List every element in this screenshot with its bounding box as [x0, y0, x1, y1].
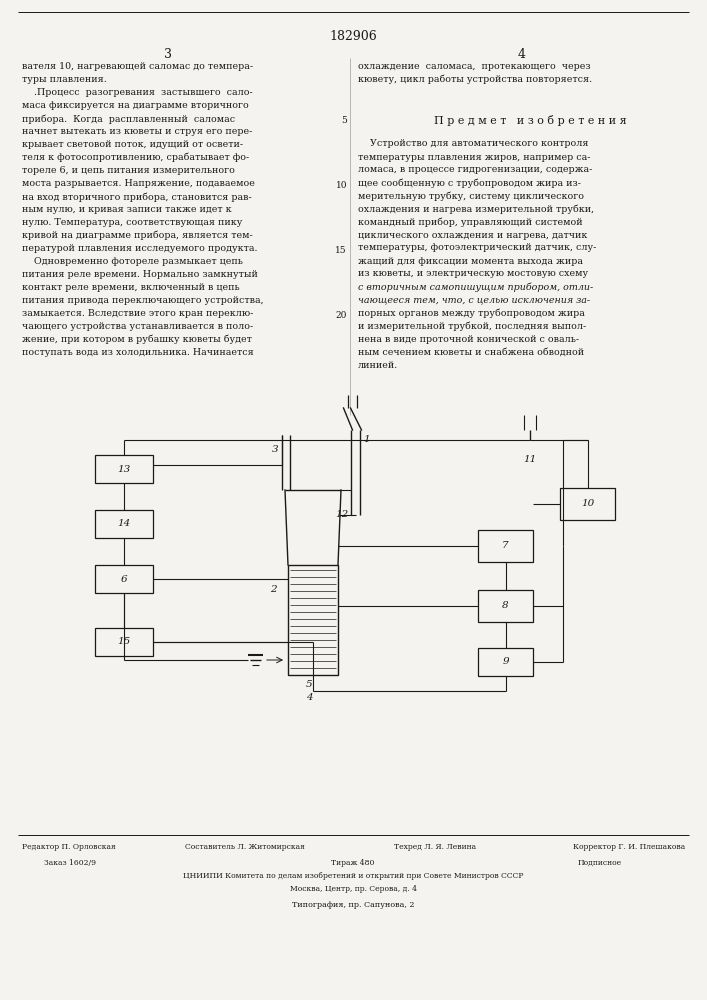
Text: 2: 2 [270, 585, 277, 594]
Text: Редактор П. Орловская: Редактор П. Орловская [22, 843, 116, 851]
Text: 15: 15 [117, 638, 131, 647]
Bar [95, 628, 153, 656]
Text: 8: 8 [502, 601, 509, 610]
Bar [95, 565, 153, 593]
Text: 1: 1 [363, 435, 370, 444]
Text: жащий для фиксации момента выхода жира: жащий для фиксации момента выхода жира [358, 256, 583, 265]
Bar [478, 648, 533, 676]
Text: температуры плавления жиров, например са-: температуры плавления жиров, например са… [358, 152, 590, 161]
Text: чающееся тем, что, с целью исключения за-: чающееся тем, что, с целью исключения за… [358, 296, 590, 304]
Text: щее сообщенную с трубопроводом жира из-: щее сообщенную с трубопроводом жира из- [358, 178, 581, 188]
Text: ным нулю, и кривая записи также идет к: ным нулю, и кривая записи также идет к [22, 205, 232, 214]
Text: Составитель Л. Житомирская: Составитель Л. Житомирская [185, 843, 305, 851]
Text: 6: 6 [121, 574, 127, 584]
Text: вателя 10, нагревающей саломас до темпера-: вателя 10, нагревающей саломас до темпер… [22, 62, 253, 71]
Text: моста разрывается. Напряжение, подаваемое: моста разрывается. Напряжение, подаваемо… [22, 179, 255, 188]
Text: Корректор Г. И. Плешакова: Корректор Г. И. Плешакова [573, 843, 685, 851]
Text: прибора.  Когда  расплавленный  саломас: прибора. Когда расплавленный саломас [22, 114, 235, 123]
Text: туры плавления.: туры плавления. [22, 75, 107, 84]
Text: контакт реле времени, включенный в цепь: контакт реле времени, включенный в цепь [22, 283, 240, 292]
Text: Заказ 1602/9: Заказ 1602/9 [44, 859, 96, 867]
Text: кривой на диаграмме прибора, является тем-: кривой на диаграмме прибора, является те… [22, 231, 252, 240]
Text: 182906: 182906 [329, 30, 377, 43]
Text: Типография, пр. Сапунова, 2: Типография, пр. Сапунова, 2 [292, 901, 414, 909]
Text: тореле 6, и цепь питания измерительного: тореле 6, и цепь питания измерительного [22, 166, 235, 175]
Bar [95, 455, 153, 483]
Text: Устройство для автоматического контроля: Устройство для автоматического контроля [358, 139, 588, 148]
Text: жение, при котором в рубашку кюветы будет: жение, при котором в рубашку кюветы буде… [22, 335, 252, 344]
Text: 11: 11 [523, 455, 537, 464]
Text: 12: 12 [336, 510, 349, 519]
Bar [478, 530, 533, 562]
Text: охлаждения и нагрева измерительной трубки,: охлаждения и нагрева измерительной трубк… [358, 205, 594, 214]
Bar [95, 510, 153, 538]
Text: 4: 4 [305, 693, 312, 702]
Text: чающего устройства устанавливается в поло-: чающего устройства устанавливается в пол… [22, 322, 253, 331]
Text: .Процесс  разогревания  застывшего  сало-: .Процесс разогревания застывшего сало- [22, 88, 252, 97]
Bar [288, 565, 338, 675]
Text: из кюветы, и электрическую мостовую схему: из кюветы, и электрическую мостовую схем… [358, 269, 588, 278]
Text: ломаса, в процессе гидрогенизации, содержа-: ломаса, в процессе гидрогенизации, содер… [358, 165, 592, 174]
Text: Подписное: Подписное [578, 859, 622, 867]
Text: циклического охлаждения и нагрева, датчик: циклического охлаждения и нагрева, датчи… [358, 231, 588, 239]
Text: мерительную трубку, систему циклического: мерительную трубку, систему циклического [358, 192, 584, 201]
Text: порных органов между трубопроводом жира: порных органов между трубопроводом жира [358, 308, 585, 318]
Text: 14: 14 [117, 520, 131, 528]
Text: 5: 5 [341, 116, 347, 125]
Text: Тираж 480: Тираж 480 [332, 859, 375, 867]
Text: пературой плавления исследуемого продукта.: пературой плавления исследуемого продукт… [22, 244, 257, 253]
Text: замыкается. Вследствие этого кран переклю-: замыкается. Вследствие этого кран перекл… [22, 309, 253, 318]
Text: ным сечением кюветы и снабжена обводной: ным сечением кюветы и снабжена обводной [358, 348, 584, 357]
Text: 7: 7 [502, 542, 509, 550]
Text: поступать вода из холодильника. Начинается: поступать вода из холодильника. Начинает… [22, 348, 254, 357]
Text: Одновременно фотореле размыкает цепь: Одновременно фотореле размыкает цепь [22, 257, 243, 266]
Text: питания привода переключающего устройства,: питания привода переключающего устройств… [22, 296, 264, 305]
Text: с вторичным самопишущим прибором, отли-: с вторичным самопишущим прибором, отли- [358, 282, 593, 292]
Text: начнет вытекать из кюветы и струя его пере-: начнет вытекать из кюветы и струя его пе… [22, 127, 252, 136]
Text: командный прибор, управляющий системой: командный прибор, управляющий системой [358, 218, 583, 227]
Text: 3: 3 [271, 445, 278, 454]
Text: нулю. Температура, соответствующая пику: нулю. Температура, соответствующая пику [22, 218, 243, 227]
Text: линией.: линией. [358, 360, 398, 369]
Text: температуры, фотоэлектрический датчик, слу-: температуры, фотоэлектрический датчик, с… [358, 243, 597, 252]
Text: теля к фотосопротивлению, срабатывает фо-: теля к фотосопротивлению, срабатывает фо… [22, 153, 250, 162]
Text: 4: 4 [518, 48, 526, 61]
Text: и измерительной трубкой, последняя выпол-: и измерительной трубкой, последняя выпол… [358, 322, 586, 331]
Text: 13: 13 [117, 464, 131, 474]
Bar [478, 590, 533, 622]
Text: крывает световой поток, идущий от освети-: крывает световой поток, идущий от освети… [22, 140, 243, 149]
Text: охлаждение  саломаса,  протекающего  через: охлаждение саломаса, протекающего через [358, 62, 590, 71]
Text: 5: 5 [305, 680, 312, 689]
Text: маса фиксируется на диаграмме вторичного: маса фиксируется на диаграмме вторичного [22, 101, 249, 110]
Text: Москва, Центр, пр. Серова, д. 4: Москва, Центр, пр. Серова, д. 4 [289, 885, 416, 893]
Text: 10: 10 [581, 499, 594, 508]
Text: ЦНИИПИ Комитета по делам изобретений и открытий при Совете Министров СССР: ЦНИИПИ Комитета по делам изобретений и о… [182, 872, 523, 880]
Text: 10: 10 [336, 181, 347, 190]
Text: 15: 15 [335, 246, 347, 255]
Text: кювету, цикл работы устройства повторяется.: кювету, цикл работы устройства повторяет… [358, 75, 592, 85]
Text: на вход вторичного прибора, становится рав-: на вход вторичного прибора, становится р… [22, 192, 252, 202]
Text: Техред Л. Я. Левина: Техред Л. Я. Левина [394, 843, 476, 851]
Text: 3: 3 [164, 48, 172, 61]
Text: нена в виде проточной конической с оваль-: нена в виде проточной конической с оваль… [358, 334, 579, 344]
Text: 20: 20 [336, 311, 347, 320]
Text: П р е д м е т   и з о б р е т е н и я: П р е д м е т и з о б р е т е н и я [433, 115, 626, 126]
Bar [560, 488, 615, 520]
Text: 9: 9 [502, 658, 509, 666]
Text: питания реле времени. Нормально замкнутый: питания реле времени. Нормально замкнуты… [22, 270, 258, 279]
